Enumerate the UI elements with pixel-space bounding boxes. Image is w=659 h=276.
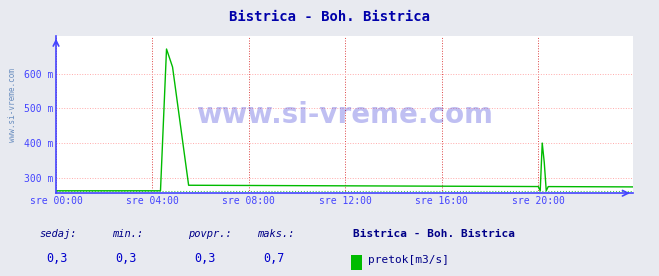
Text: 0,3: 0,3 [46,252,67,265]
Text: Bistrica - Boh. Bistrica: Bistrica - Boh. Bistrica [229,10,430,24]
Text: www.si-vreme.com: www.si-vreme.com [196,100,493,129]
Text: pretok[m3/s]: pretok[m3/s] [368,255,449,265]
Text: maks.:: maks.: [257,229,295,239]
Text: 0,3: 0,3 [194,252,215,265]
Text: sedaj:: sedaj: [40,229,77,239]
Text: 0,3: 0,3 [115,252,136,265]
Text: min.:: min.: [112,229,143,239]
Text: povpr.:: povpr.: [188,229,231,239]
Text: www.si-vreme.com: www.si-vreme.com [8,68,17,142]
Text: 0,7: 0,7 [264,252,285,265]
Text: Bistrica - Boh. Bistrica: Bistrica - Boh. Bistrica [353,229,515,239]
